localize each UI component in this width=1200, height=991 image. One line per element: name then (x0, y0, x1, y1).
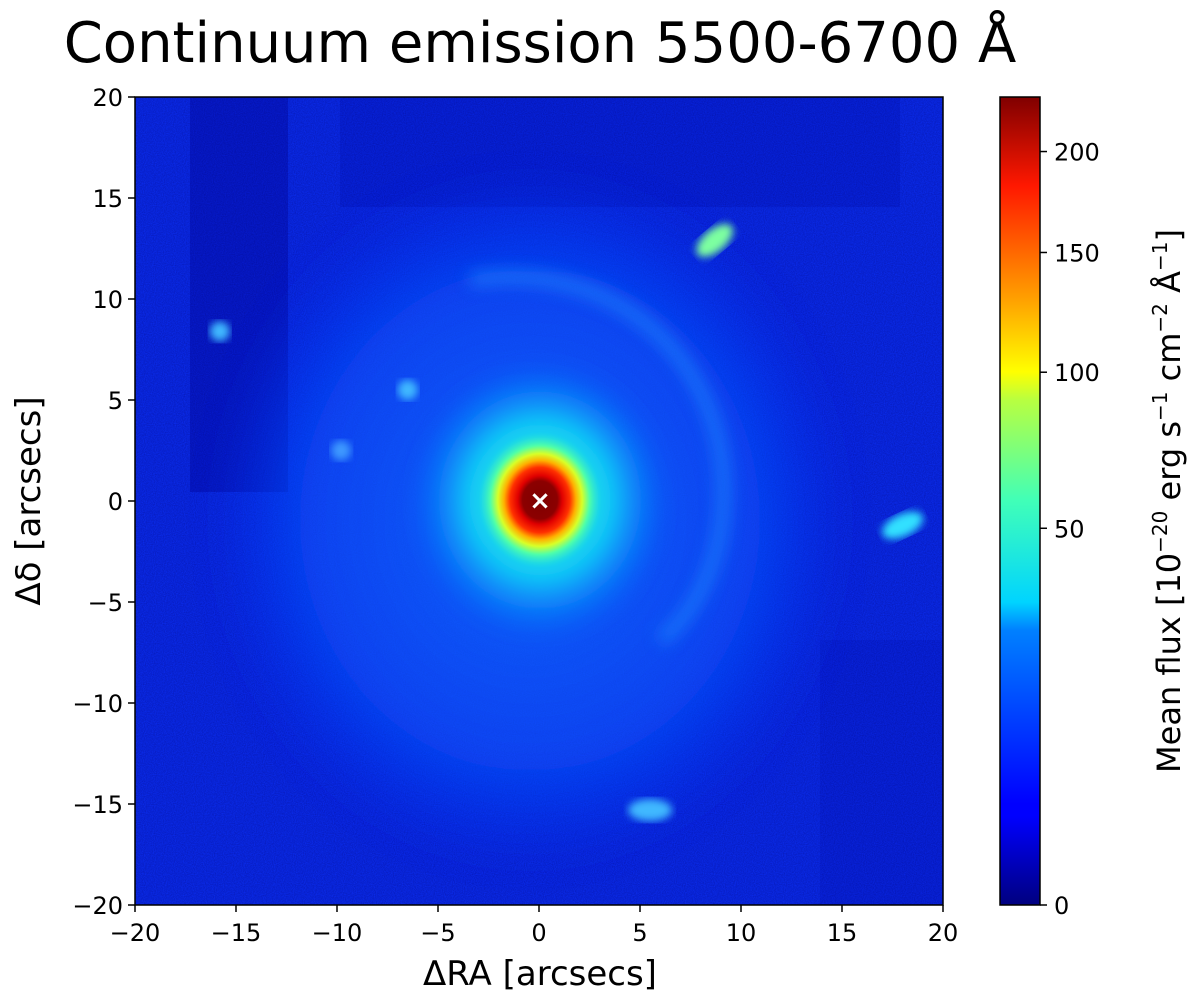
compact-sources (209, 223, 924, 822)
y-axis-label: Δδ [arcsecs] (9, 396, 49, 605)
y-tick-label: 0 (108, 488, 123, 516)
chart-title: Continuum emission 5500-6700 Å (64, 10, 1017, 76)
source-compact-s (628, 799, 673, 822)
source-compact-ne (696, 223, 734, 257)
plot-area (135, 97, 943, 905)
y-tick-label: −5 (88, 589, 123, 617)
y-tick-label: 20 (92, 84, 123, 112)
source-compact-w (209, 321, 230, 342)
colorbar-label-mid2: cm (1150, 333, 1188, 392)
y-tick-label: −20 (72, 892, 123, 920)
colorbar-tick-label: 0 (1054, 892, 1069, 920)
x-tick-label: −5 (420, 919, 455, 947)
colorbar-tick-label: 100 (1054, 359, 1100, 387)
x-tick-label: −15 (211, 919, 262, 947)
x-tick-label: 10 (726, 919, 757, 947)
y-tick-label: 15 (92, 185, 123, 213)
colorbar-label-mid3: Å (1150, 271, 1188, 303)
colorbar-label-exp4: −1 (1148, 242, 1172, 271)
x-tick-label: 5 (632, 919, 647, 947)
x-tick-label: 20 (928, 919, 959, 947)
galaxy-core (478, 432, 602, 568)
colorbar-tick-label: 150 (1054, 239, 1100, 267)
colorbar-label-exp3: −2 (1148, 303, 1172, 332)
colorbar-label-mid1: erg s (1150, 421, 1188, 511)
x-tick-label: 0 (531, 919, 546, 947)
source-compact-e (882, 511, 924, 539)
colorbar (999, 96, 1041, 906)
y-tick-label: 5 (108, 387, 123, 415)
colorbar-label-exp1: −20 (1148, 511, 1172, 553)
colorbar-label: Mean flux [10−20 erg s−1 cm−2 Å−1] (1148, 229, 1188, 773)
x-tick-label: −20 (110, 919, 161, 947)
source-compact-w3 (331, 440, 352, 461)
colorbar-label-main: Mean flux [10 (1150, 553, 1188, 773)
nucleus-marker: × (529, 486, 551, 516)
colorbar-label-end: ] (1150, 229, 1188, 241)
y-axis: −20 −15 −10 −5 0 5 10 15 20 (72, 84, 135, 920)
x-tick-label: −10 (312, 919, 363, 947)
x-tick-label: 15 (827, 919, 858, 947)
colorbar-tick-label: 50 (1054, 515, 1085, 543)
colorbar-axis: 0 50 100 150 200 (1040, 139, 1100, 920)
y-tick-label: 10 (92, 286, 123, 314)
source-compact-w2 (397, 379, 418, 400)
x-axis-label: ΔRA [arcsecs] (423, 954, 657, 991)
colorbar-tick-label: 200 (1054, 139, 1100, 167)
y-tick-label: −10 (72, 690, 123, 718)
spiral-arm (468, 269, 731, 646)
x-axis: −20 −15 −10 −5 0 5 10 15 20 (110, 905, 959, 947)
colorbar-label-exp2: −1 (1148, 392, 1172, 421)
y-tick-label: −15 (72, 791, 123, 819)
